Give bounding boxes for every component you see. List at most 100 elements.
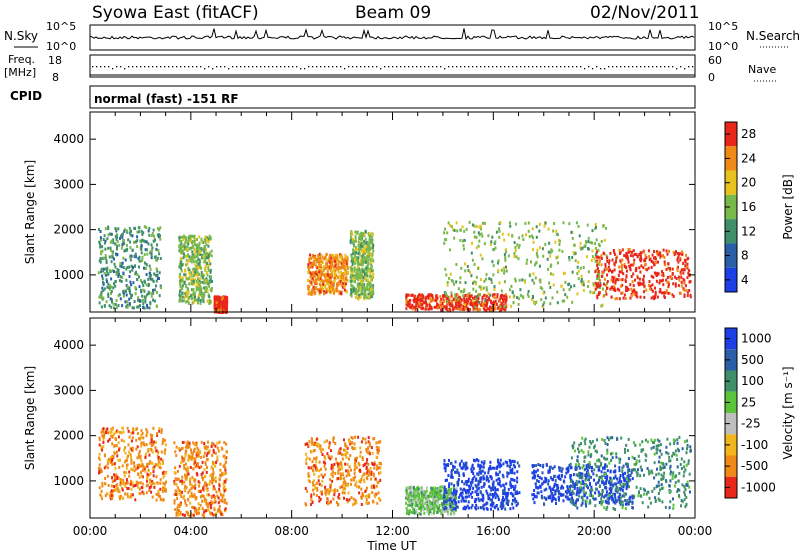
data-cell bbox=[161, 440, 164, 444]
data-cell bbox=[613, 252, 616, 256]
data-cell bbox=[121, 488, 124, 492]
data-cell bbox=[327, 280, 329, 284]
data-cell bbox=[620, 291, 623, 295]
data-cell bbox=[367, 292, 370, 296]
data-cell bbox=[206, 504, 209, 508]
data-cell bbox=[676, 267, 679, 271]
data-cell bbox=[330, 455, 333, 459]
data-cell bbox=[190, 451, 193, 455]
data-cell bbox=[114, 265, 117, 269]
data-cell bbox=[596, 272, 599, 276]
data-cell bbox=[372, 472, 375, 476]
data-cell bbox=[372, 243, 375, 247]
data-cell bbox=[120, 438, 123, 442]
data-cell bbox=[474, 305, 477, 309]
data-cell bbox=[310, 277, 313, 281]
data-cell bbox=[146, 475, 149, 479]
data-cell bbox=[155, 258, 158, 262]
data-cell bbox=[208, 501, 211, 505]
data-cell bbox=[196, 451, 199, 455]
data-cell bbox=[201, 471, 204, 475]
data-cell bbox=[114, 303, 117, 306]
data-cell bbox=[110, 260, 113, 264]
data-cell bbox=[620, 270, 623, 274]
data-cell bbox=[125, 243, 128, 247]
data-cell bbox=[464, 303, 467, 307]
data-cell bbox=[310, 493, 313, 497]
data-cell bbox=[321, 279, 323, 283]
data-cell bbox=[330, 288, 333, 292]
data-cell bbox=[183, 254, 186, 258]
data-cell bbox=[514, 279, 517, 283]
data-cell bbox=[204, 289, 207, 293]
data-cell bbox=[226, 450, 228, 454]
data-cell bbox=[351, 436, 354, 440]
data-cell bbox=[684, 284, 687, 288]
data-cell bbox=[101, 481, 104, 485]
data-cell bbox=[376, 449, 379, 452]
data-cell bbox=[138, 437, 141, 440]
data-cell bbox=[191, 495, 194, 498]
data-cell bbox=[145, 452, 147, 456]
data-cell bbox=[685, 264, 688, 268]
data-cell bbox=[447, 221, 450, 225]
data-cell bbox=[587, 270, 590, 274]
data-cell bbox=[201, 255, 204, 259]
data-cell bbox=[174, 508, 177, 512]
data-cell bbox=[377, 471, 380, 475]
data-cell bbox=[500, 294, 502, 298]
data-cell bbox=[454, 295, 457, 299]
data-cell bbox=[315, 481, 318, 485]
data-cell bbox=[370, 472, 373, 476]
data-cell bbox=[102, 430, 105, 434]
data-cell bbox=[363, 297, 366, 301]
data-cell bbox=[149, 478, 152, 482]
data-cell bbox=[150, 444, 153, 447]
data-cell bbox=[219, 462, 222, 466]
data-cell bbox=[354, 234, 357, 238]
data-cell bbox=[128, 450, 131, 454]
data-cell bbox=[318, 256, 321, 260]
data-cell bbox=[216, 298, 219, 302]
data-cell bbox=[149, 441, 152, 445]
data-cell bbox=[502, 307, 505, 311]
data-cell bbox=[595, 238, 598, 242]
data-cell bbox=[367, 436, 370, 440]
data-cell bbox=[214, 309, 217, 313]
data-cell bbox=[522, 296, 525, 300]
data-cell bbox=[450, 279, 453, 282]
data-cell bbox=[542, 303, 545, 307]
data-cell bbox=[676, 258, 679, 262]
data-cell bbox=[191, 452, 194, 456]
data-cell bbox=[194, 271, 197, 275]
data-cell bbox=[148, 227, 151, 230]
data-cell bbox=[329, 500, 332, 504]
data-cell bbox=[364, 490, 367, 493]
data-cell bbox=[312, 285, 315, 289]
data-cell bbox=[424, 301, 427, 304]
data-cell bbox=[340, 453, 343, 457]
data-cell bbox=[176, 506, 179, 510]
data-cell bbox=[194, 483, 197, 487]
data-cell bbox=[471, 258, 474, 262]
data-cell bbox=[173, 482, 176, 486]
data-cell bbox=[370, 252, 373, 256]
data-cell bbox=[550, 248, 553, 252]
data-cell bbox=[353, 289, 356, 293]
data-cell bbox=[99, 294, 102, 297]
data-cell bbox=[223, 454, 226, 458]
data-cell bbox=[352, 497, 355, 501]
data-cell bbox=[133, 254, 136, 258]
data-cell bbox=[354, 248, 357, 252]
freq-dot bbox=[464, 66, 466, 68]
data-cell bbox=[365, 450, 368, 454]
data-cell bbox=[100, 489, 103, 493]
data-cell bbox=[156, 243, 158, 247]
data-cell bbox=[176, 486, 179, 490]
data-cell bbox=[678, 252, 681, 256]
data-cell bbox=[311, 254, 314, 258]
data-cell bbox=[441, 302, 444, 305]
data-cell bbox=[451, 502, 454, 506]
data-cell bbox=[151, 461, 154, 465]
data-cell bbox=[326, 287, 329, 291]
